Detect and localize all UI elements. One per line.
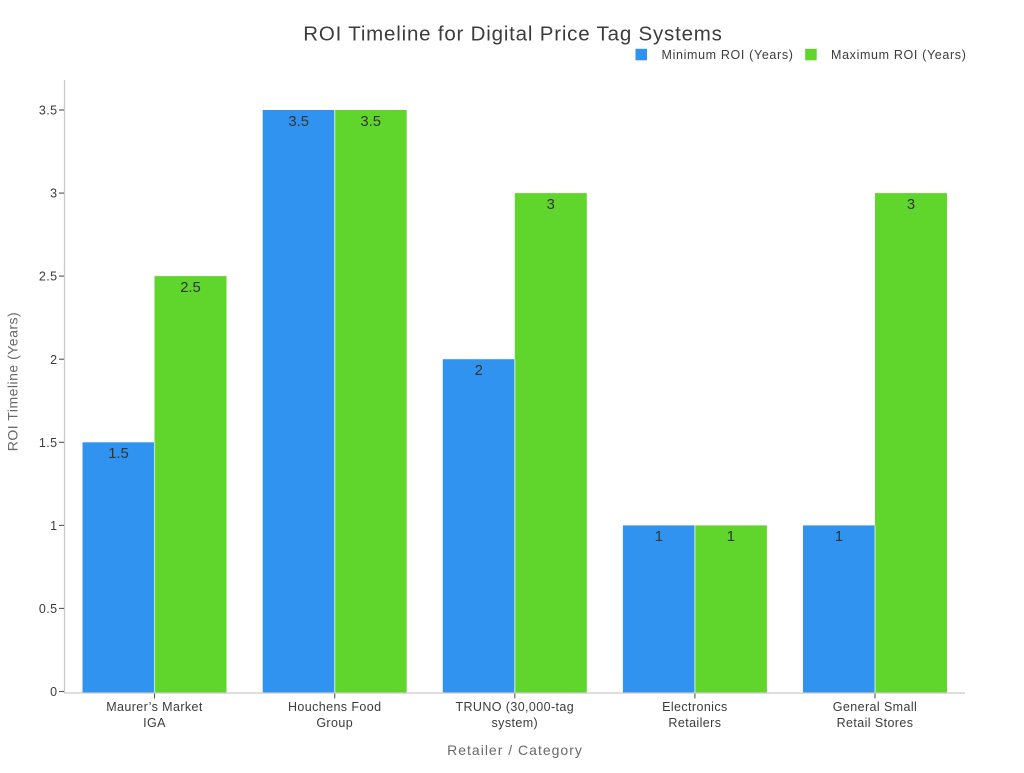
svg-text:ROI Timeline for Digital Price: ROI Timeline for Digital Price Tag Syste… — [303, 23, 722, 46]
svg-text:Group: Group — [316, 716, 353, 730]
svg-text:Houchens Food: Houchens Food — [288, 700, 381, 714]
svg-text:Minimum ROI (Years): Minimum ROI (Years) — [662, 48, 794, 62]
svg-text:2.5: 2.5 — [180, 280, 201, 296]
svg-text:Maximum ROI (Years): Maximum ROI (Years) — [831, 48, 967, 62]
svg-text:General Small: General Small — [833, 700, 917, 714]
svg-text:Retailer / Category: Retailer / Category — [447, 742, 583, 758]
svg-text:2.5: 2.5 — [39, 270, 58, 284]
svg-text:Retailers: Retailers — [668, 716, 721, 730]
svg-text:Maurer’s Market: Maurer’s Market — [106, 700, 203, 714]
svg-text:2: 2 — [475, 363, 483, 379]
svg-text:1.5: 1.5 — [39, 436, 58, 450]
svg-text:3.5: 3.5 — [288, 114, 309, 130]
svg-text:Electronics: Electronics — [662, 700, 728, 714]
svg-text:system): system) — [492, 716, 539, 730]
svg-text:3: 3 — [907, 197, 915, 213]
svg-text:1: 1 — [50, 519, 57, 533]
svg-text:3.5: 3.5 — [360, 114, 381, 130]
svg-text:0.5: 0.5 — [39, 602, 58, 616]
svg-text:ROI Timeline (Years): ROI Timeline (Years) — [5, 312, 21, 451]
svg-text:1.5: 1.5 — [108, 446, 129, 462]
svg-text:1: 1 — [727, 529, 735, 545]
svg-text:TRUNO (30,000-tag: TRUNO (30,000-tag — [455, 700, 574, 714]
svg-text:Retail Stores: Retail Stores — [837, 716, 914, 730]
svg-text:3: 3 — [50, 187, 57, 201]
svg-text:3: 3 — [547, 197, 555, 213]
svg-text:1: 1 — [835, 529, 843, 545]
svg-text:IGA: IGA — [143, 716, 166, 730]
svg-text:2: 2 — [50, 353, 57, 367]
svg-text:1: 1 — [655, 529, 663, 545]
svg-text:3.5: 3.5 — [39, 104, 58, 118]
svg-text:0: 0 — [50, 685, 57, 699]
